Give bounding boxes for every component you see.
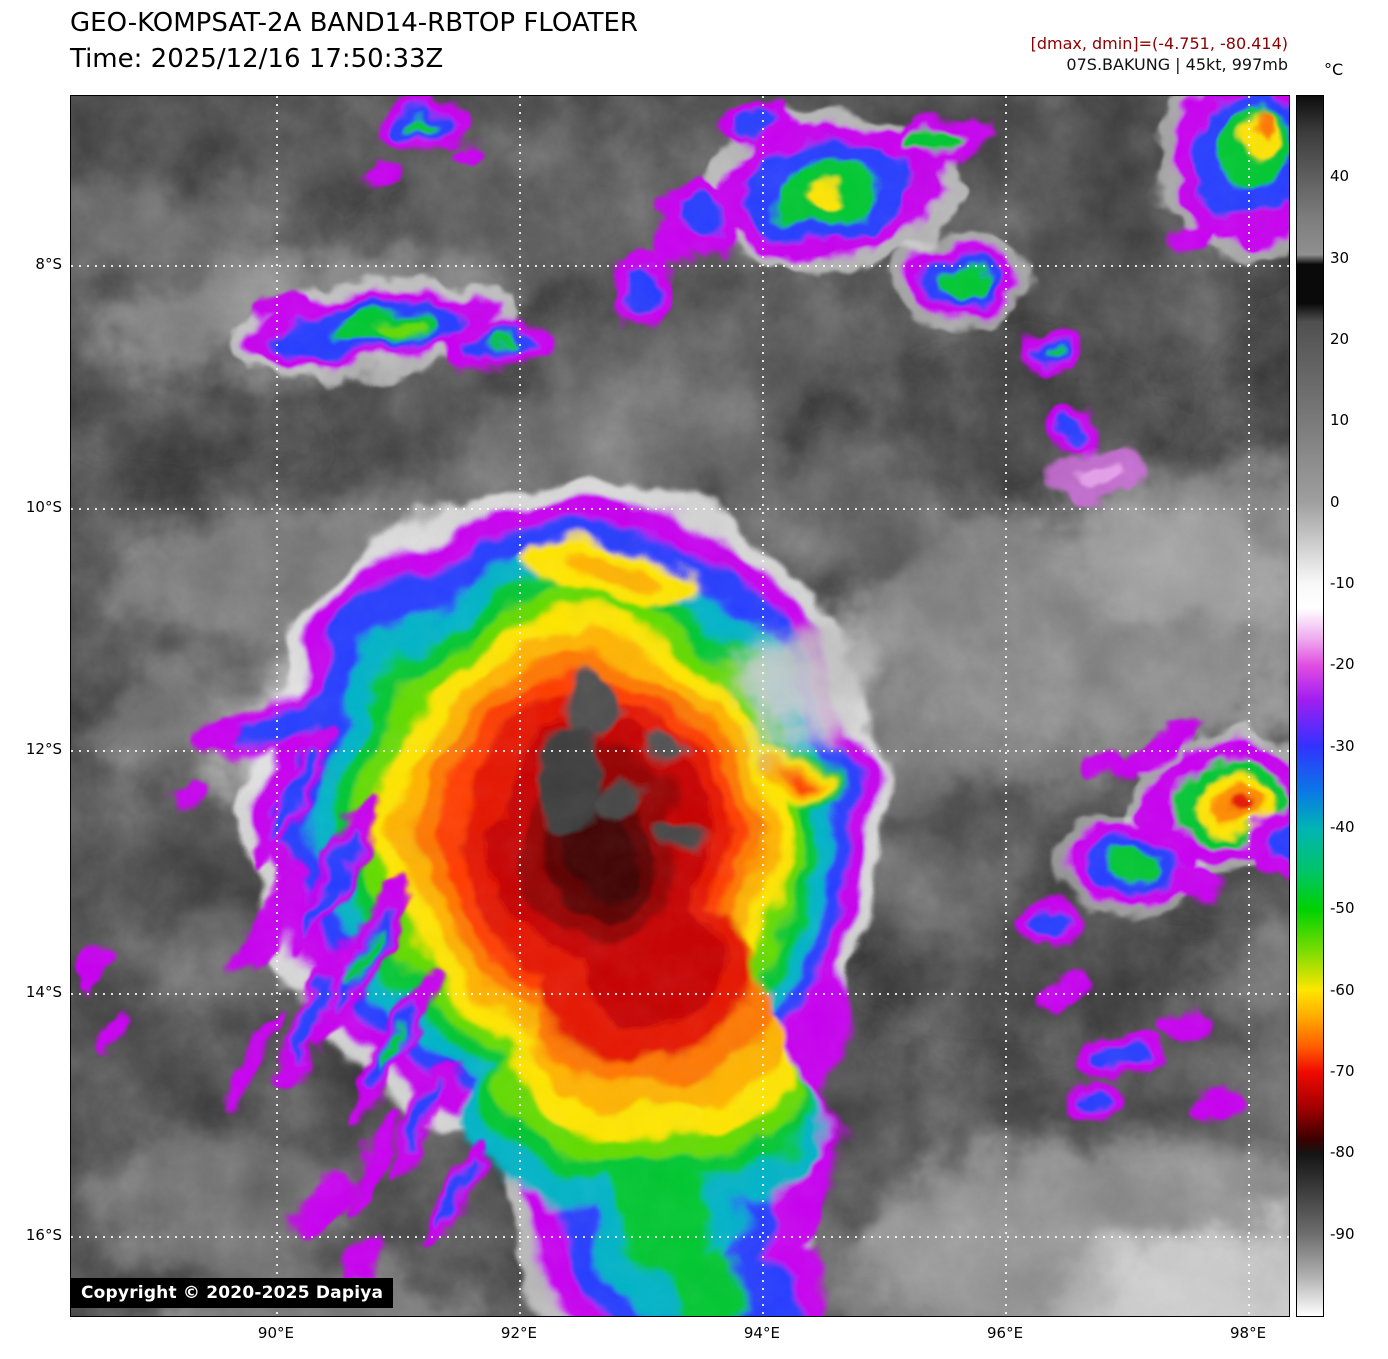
colorbar-tick-label: 10 xyxy=(1330,411,1350,430)
colorbar-tick-label: -30 xyxy=(1330,736,1355,755)
colorbar-tick-label: -40 xyxy=(1330,818,1355,836)
timestamp: Time: 2025/12/16 17:50:33Z xyxy=(70,44,444,74)
colorbar-tick-label: 0 xyxy=(1330,492,1340,511)
latitude-label: 14°S xyxy=(25,983,62,1002)
colorbar-tick-label: 30 xyxy=(1330,248,1350,267)
colorbar-tick-label: 40 xyxy=(1330,167,1350,186)
colorbar-tick-label: 20 xyxy=(1330,330,1350,348)
fine-grain-noise xyxy=(71,96,1289,1316)
dmax-dmin-readout: [dmax, dmin]=(-4.751, -80.414) xyxy=(1030,34,1288,53)
satellite-image xyxy=(71,96,1289,1316)
longitude-label: 94°E xyxy=(743,1324,780,1342)
colorbar-tick-label: -60 xyxy=(1330,980,1355,999)
latitude-gridline xyxy=(71,507,1289,510)
longitude-gridline xyxy=(1248,96,1251,1316)
latitude-gridline xyxy=(71,993,1289,996)
storm-info: 07S.BAKUNG | 45kt, 997mb xyxy=(1066,55,1288,74)
colorbar-tick-label: -10 xyxy=(1330,574,1355,592)
latitude-label: 12°S xyxy=(25,740,62,759)
colorbar-tick-label: -80 xyxy=(1330,1143,1355,1162)
colorbar xyxy=(1296,95,1324,1317)
latitude-label: 8°S xyxy=(35,254,62,273)
header-right: [dmax, dmin]=(-4.751, -80.414) 07S.BAKUN… xyxy=(1031,33,1288,75)
map-area: Copyright © 2020-2025 Dapiya xyxy=(70,95,1290,1317)
longitude-label: 98°E xyxy=(1230,1324,1267,1342)
latitude-label: 16°S xyxy=(25,1225,62,1244)
longitude-gridline xyxy=(1005,96,1008,1316)
copyright-badge: Copyright © 2020-2025 Dapiya xyxy=(71,1278,394,1308)
latitude-gridline xyxy=(71,1235,1289,1238)
longitude-gridline xyxy=(761,96,764,1316)
colorbar-unit-label: °C xyxy=(1324,60,1344,79)
longitude-label: 92°E xyxy=(500,1324,537,1342)
longitude-label: 96°E xyxy=(987,1324,1024,1342)
latitude-gridline xyxy=(71,750,1289,753)
page-title: GEO-KOMPSAT-2A BAND14-RBTOP FLOATER xyxy=(70,8,638,38)
longitude-gridline xyxy=(275,96,278,1316)
colorbar-tick-label: -20 xyxy=(1330,655,1355,674)
latitude-label: 10°S xyxy=(25,497,62,516)
colorbar-tick-label: -70 xyxy=(1330,1062,1355,1080)
longitude-label: 90°E xyxy=(257,1324,294,1342)
latitude-gridline xyxy=(71,264,1289,267)
colorbar-tick-label: -50 xyxy=(1330,899,1355,918)
colorbar-tick-label: -90 xyxy=(1330,1224,1355,1243)
longitude-gridline xyxy=(518,96,521,1316)
